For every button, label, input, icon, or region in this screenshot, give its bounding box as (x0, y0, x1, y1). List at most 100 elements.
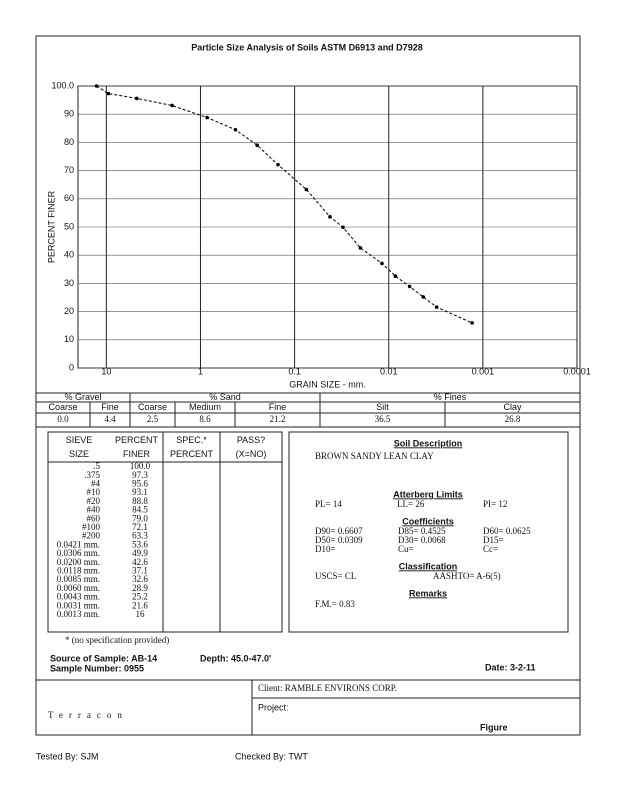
sieve-size: 0.0200 mm. (57, 557, 100, 567)
percent-finer: 100.0 (130, 461, 151, 471)
x-tick-label: 0.01 (380, 366, 398, 376)
sieve-box (47, 431, 283, 633)
percent-finer: 37.1 (132, 565, 148, 575)
percent-finer: 88.8 (132, 496, 148, 506)
x-tick-label: 1 (198, 366, 203, 376)
coefficient: D50= 0.0309 (315, 535, 363, 545)
sieve-size: 0.0043 mm. (57, 592, 100, 602)
coefficient: D85= 0.4525 (398, 526, 446, 536)
y-axis-label: PERCENT FINER (46, 190, 56, 263)
project: Project: (258, 702, 289, 712)
section-title: Classification (399, 561, 458, 571)
coefficient: D30= 0.0068 (398, 535, 446, 545)
percent-finer: 72.1 (132, 522, 148, 532)
sieve-size: 0.0060 mm. (57, 583, 100, 593)
y-tick-label: 80 (64, 137, 74, 147)
group-header: % Sand (209, 392, 241, 402)
y-tick-label: 70 (64, 165, 74, 175)
sieve-header: SPEC.* PERCENT (170, 435, 214, 459)
sample-source: Source of Sample: AB-14 (50, 653, 157, 663)
y-tick-label: 50 (64, 221, 74, 231)
percent-finer: 93.1 (132, 487, 148, 497)
sample-date: Date: 3-2-11 (485, 662, 536, 672)
data-point (407, 284, 412, 289)
sieve-size: #4 (91, 478, 101, 488)
sieve-size: 0.0085 mm. (57, 574, 100, 584)
title-block (35, 679, 581, 736)
section-title: Soil Description (394, 438, 463, 448)
sieve-size: #40 (87, 505, 101, 515)
column-header: Coarse (138, 402, 167, 412)
x-tick-label: 10 (101, 366, 111, 376)
classification: AASHTO= A-6(5) (433, 571, 501, 581)
percent-finer: 32.6 (132, 574, 148, 584)
figure-label: Figure (480, 722, 508, 732)
section-title: Coefficients (402, 516, 454, 526)
column-header: Medium (189, 402, 221, 412)
soil-box (288, 431, 569, 633)
sieve-size: 0.0013 mm. (57, 609, 100, 619)
gradation-box (35, 392, 581, 428)
sieve-size: 0.0421 mm. (57, 539, 100, 549)
sieve-size: 0.0306 mm. (57, 548, 100, 558)
classification: USCS= CL (315, 571, 356, 581)
percent-finer: 21.6 (132, 600, 148, 610)
report-title: Particle Size Analysis of Soils ASTM D69… (191, 42, 422, 52)
footnote: * (no specification provided) (65, 635, 169, 645)
percent-finer: 28.9 (132, 583, 148, 593)
percent-finer: 25.2 (132, 592, 148, 602)
y-tick-label: 10 (64, 334, 74, 344)
data-point (393, 274, 398, 278)
sieve-size: #200 (82, 531, 101, 541)
coefficient: Cc= (483, 544, 498, 554)
sample-number: Sample Number: 0955 (50, 663, 144, 673)
coefficient: D10= (315, 544, 336, 554)
gradation-value: 26.8 (505, 414, 521, 424)
y-tick-label: 40 (64, 250, 74, 260)
percent-finer: 79.0 (132, 513, 148, 523)
sieve-size: 0.0031 mm. (57, 600, 100, 610)
sieve-size: .375 (84, 470, 100, 480)
data-point (106, 91, 111, 96)
data-point (304, 187, 309, 192)
coefficient: D90= 0.6607 (315, 526, 363, 536)
x-tick-label: 0.1 (288, 366, 301, 376)
data-point (276, 162, 280, 167)
group-header: % Gravel (64, 392, 101, 402)
gradation-curve (96, 85, 473, 324)
gradation-value: 0.0 (57, 414, 69, 424)
y-tick-label: 60 (64, 193, 74, 203)
gradation-value: 2.5 (147, 414, 159, 424)
gradation-value: 8.6 (199, 414, 211, 424)
y-tick-label: 0 (69, 362, 74, 372)
tested-by: Tested By: SJM (36, 751, 99, 761)
sieve-header: SIEVE SIZE (66, 435, 93, 459)
x-tick-label: 0.001 (472, 366, 495, 376)
section-title: Remarks (409, 588, 447, 598)
percent-finer: 42.6 (132, 557, 148, 567)
data-point (328, 215, 332, 219)
y-tick-label: 100.0 (51, 80, 74, 90)
data-point (94, 84, 99, 88)
data-point (434, 305, 439, 309)
gradation-value: 4.4 (104, 414, 116, 424)
coefficient: D60= 0.0625 (483, 526, 531, 536)
company-logo: Terracon (48, 710, 128, 720)
y-tick-label: 20 (64, 306, 74, 316)
percent-finer: 49.9 (132, 548, 148, 558)
gradation-value: 21.2 (270, 414, 286, 424)
column-header: Fine (269, 402, 287, 412)
x-axis-label: GRAIN SIZE - mm. (289, 379, 366, 389)
x-tick-label: 0.0001 (563, 366, 591, 376)
soil-description: BROWN SANDY LEAN CLAY (315, 451, 434, 461)
y-tick-label: 90 (64, 109, 74, 119)
data-point (421, 295, 426, 299)
atterberg-value: LL= 26 (397, 499, 425, 509)
sieve-header: PERCENT FINER (115, 435, 159, 459)
data-point (170, 103, 174, 108)
sieve-size: 0.0118 mm. (57, 565, 100, 575)
percent-finer: 95.6 (132, 478, 148, 488)
sieve-size: #60 (87, 513, 101, 523)
group-header: % Fines (434, 392, 467, 402)
